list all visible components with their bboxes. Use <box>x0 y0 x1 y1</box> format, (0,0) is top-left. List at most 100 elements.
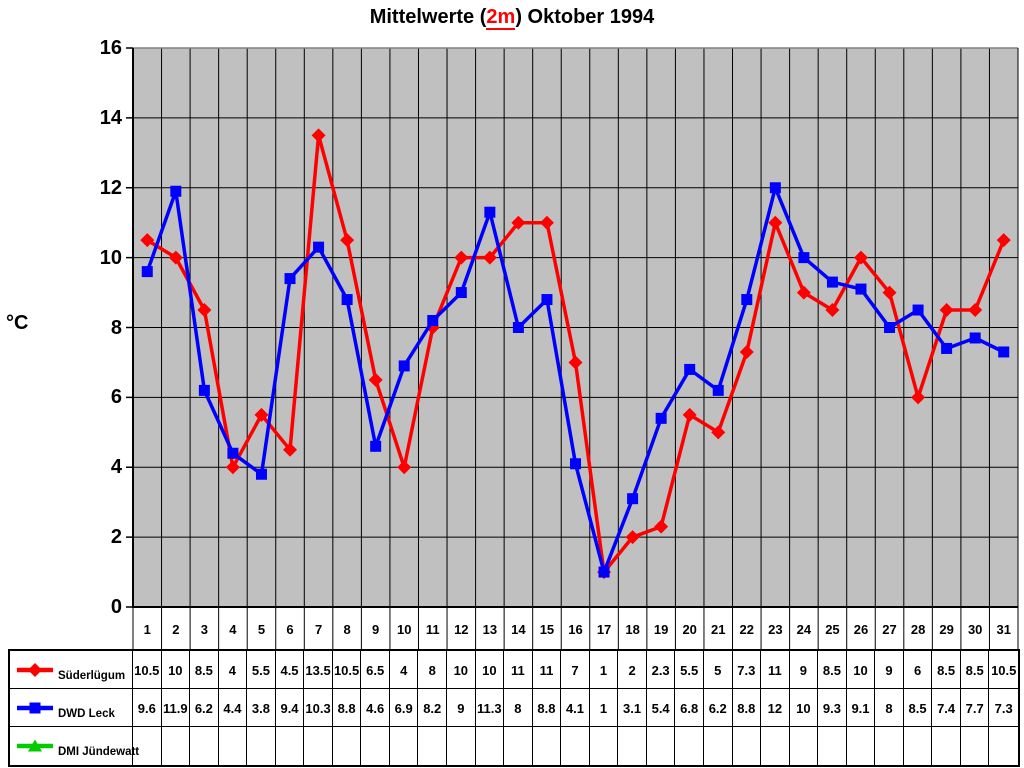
y-axis-tick-label: 14 <box>99 106 122 129</box>
data-point-marker-dwd-leck <box>170 185 182 197</box>
x-axis-day-label: 4 <box>229 622 237 637</box>
table-cell-dwd-leck-day-24: 10 <box>789 689 819 727</box>
table-cell-dmi-juendewatt-day-2 <box>162 727 191 765</box>
data-point-marker-suederluegum <box>454 250 469 265</box>
table-cell-suederluegum-day-25: 8.5 <box>818 651 847 689</box>
data-point-marker-suederluegum <box>939 303 954 318</box>
data-point-marker-dwd-leck <box>826 276 838 288</box>
data-point-marker-dwd-leck <box>598 566 610 578</box>
table-cell-suederluegum-day-12: 10 <box>447 651 476 689</box>
data-point-marker-suederluegum <box>911 390 926 405</box>
data-point-marker-dwd-leck <box>398 360 410 372</box>
table-cell-suederluegum-day-3: 8.5 <box>190 651 219 689</box>
x-axis-day-label: 26 <box>853 622 869 637</box>
chart-title-suffix: ) Oktober 1994 <box>515 6 655 28</box>
data-point-marker-suederluegum <box>368 372 383 387</box>
x-axis-day-label: 28 <box>910 622 926 637</box>
x-axis-day-label: 12 <box>454 622 469 637</box>
table-cell-dmi-juendewatt-day-18 <box>618 727 647 765</box>
table-cell-dmi-juendewatt-day-5 <box>247 727 276 765</box>
y-axis-tick-label: 12 <box>99 176 122 199</box>
table-cell-dwd-leck-day-2: 11.9 <box>161 689 191 727</box>
y-axis-title: °C <box>6 312 29 334</box>
x-axis-day-label: 6 <box>286 622 294 637</box>
data-point-marker-dwd-leck <box>255 468 267 480</box>
data-point-marker-dwd-leck <box>484 206 496 218</box>
data-point-marker-dwd-leck <box>769 182 781 194</box>
table-cell-suederluegum-day-5: 5.5 <box>247 651 276 689</box>
x-axis-day-label: 10 <box>396 622 412 637</box>
data-point-marker-suederluegum <box>625 530 640 545</box>
table-cell-suederluegum-day-16: 7 <box>561 651 590 689</box>
table-cell-suederluegum-day-23: 11 <box>761 651 790 689</box>
table-cell-dwd-leck-day-17: 1 <box>589 689 619 727</box>
legend-marker-triangle <box>28 739 42 752</box>
x-axis-day-label: 20 <box>682 622 697 637</box>
table-cell-suederluegum-day-1: 10.5 <box>133 651 162 689</box>
x-axis-day-label: 19 <box>653 622 669 637</box>
table-cell-dmi-juendewatt-day-20 <box>675 727 704 765</box>
data-point-marker-suederluegum <box>311 128 326 143</box>
data-point-marker-dwd-leck <box>655 412 667 424</box>
table-cell-dmi-juendewatt-day-26 <box>847 727 876 765</box>
y-axis-tick-label: 16 <box>99 37 122 59</box>
data-point-marker-dwd-leck <box>712 384 724 396</box>
data-point-marker-dwd-leck <box>941 342 953 354</box>
data-table: Süderlügum 10.5 10 8.5 4 5.5 4.5 13.5 10.5 6.5 4 8 1… <box>8 649 1020 767</box>
y-axis-tick-label: 8 <box>110 316 122 339</box>
data-point-marker-suederluegum <box>511 215 526 230</box>
table-cell-dmi-juendewatt-day-4 <box>219 727 248 765</box>
legend-sample-square-icon <box>17 702 53 713</box>
table-cell-dmi-juendewatt-day-28 <box>904 727 933 765</box>
data-point-marker-suederluegum <box>682 407 697 422</box>
data-point-marker-suederluegum <box>197 303 212 318</box>
table-cell-dmi-juendewatt-day-19 <box>647 727 676 765</box>
table-cell-dmi-juendewatt-day-25 <box>818 727 847 765</box>
table-cell-suederluegum-day-26: 10 <box>846 651 876 689</box>
legend-sample-diamond-icon <box>17 662 53 677</box>
table-cell-dmi-juendewatt-day-17 <box>590 727 619 765</box>
legend-label-suederluegum: Süderlügum <box>58 669 126 682</box>
data-point-marker-dwd-leck <box>884 322 896 333</box>
x-axis-day-label: 21 <box>711 622 726 637</box>
table-cell-dwd-leck-day-13: 11.3 <box>475 689 505 727</box>
x-axis-day-label: 1 <box>143 622 151 637</box>
x-axis-day-label: 27 <box>882 622 897 637</box>
chart-title-prefix: Mittelwerte ( <box>369 6 487 28</box>
data-point-marker-dwd-leck <box>912 304 924 316</box>
table-cell-dmi-juendewatt-day-12 <box>447 727 476 765</box>
table-cell-suederluegum-day-13: 10 <box>475 651 505 689</box>
table-cell-dwd-leck-day-28: 8.5 <box>903 689 933 727</box>
x-axis-day-label: 15 <box>539 622 555 637</box>
table-cell-dwd-leck-day-20: 6.8 <box>675 689 704 727</box>
x-axis-day-label: 13 <box>482 622 498 637</box>
x-axis-day-label: 2 <box>172 622 180 637</box>
x-axis-day-label: 18 <box>625 622 640 637</box>
x-axis-day-label: 11 <box>425 622 440 637</box>
table-cell-suederluegum-day-31: 10.5 <box>989 651 1018 689</box>
data-point-marker-suederluegum <box>882 285 897 300</box>
data-point-marker-suederluegum <box>711 425 726 440</box>
data-point-marker-suederluegum <box>739 344 754 359</box>
data-point-marker-suederluegum <box>340 233 355 248</box>
table-cell-suederluegum-day-21: 5 <box>703 651 733 689</box>
table-cell-dwd-leck-day-3: 6.2 <box>190 689 219 727</box>
table-cell-dwd-leck-day-22: 8.8 <box>732 689 762 727</box>
table-cell-suederluegum-day-28: 6 <box>903 651 933 689</box>
y-axis-tick-label: 2 <box>110 526 122 549</box>
table-cell-dwd-leck-day-5: 3.8 <box>247 689 276 727</box>
x-axis-day-label: 7 <box>314 622 323 637</box>
table-cell-dwd-leck-day-8: 8.8 <box>332 689 362 727</box>
legend-label-dwd-leck: DWD Leck <box>58 707 115 720</box>
data-point-marker-suederluegum <box>283 442 298 457</box>
table-cell-dmi-juendewatt-day-3 <box>190 727 219 765</box>
data-point-marker-suederluegum <box>225 460 240 475</box>
y-axis-tick-label: 6 <box>110 386 122 409</box>
table-cell-dwd-leck-day-18: 3.1 <box>618 689 647 727</box>
table-cell-dwd-leck-day-7: 10.3 <box>304 689 333 727</box>
x-axis-day-label: 9 <box>372 622 380 637</box>
table-cell-suederluegum-day-8: 10.5 <box>332 651 362 689</box>
y-axis-tick-label: 4 <box>110 456 122 479</box>
data-point-marker-dwd-leck <box>427 315 439 327</box>
table-cell-dmi-juendewatt-day-13 <box>476 727 505 765</box>
